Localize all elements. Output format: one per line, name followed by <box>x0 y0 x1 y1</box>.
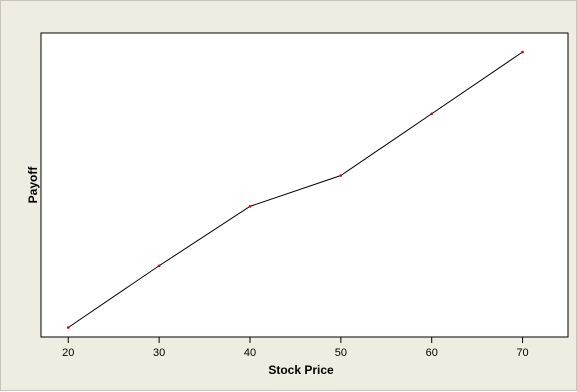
data-point-30 <box>157 264 161 268</box>
y-axis-title: Payoff <box>26 166 40 204</box>
x-axis-title: Stock Price <box>268 363 334 377</box>
data-point-60 <box>430 112 434 116</box>
data-point-40 <box>248 205 252 208</box>
x-tick-label-70: 70 <box>516 347 528 359</box>
plot-area <box>40 32 569 338</box>
x-tick-label-40: 40 <box>244 347 256 359</box>
x-tick-label-60: 60 <box>426 347 438 359</box>
series-line-0 <box>67 51 523 328</box>
series-layer <box>66 50 524 329</box>
data-point-20 <box>66 326 70 329</box>
x-axis: 20 30 40 50 60 70 <box>62 337 529 359</box>
x-tick-label-20: 20 <box>62 347 74 359</box>
data-point-50 <box>339 174 343 177</box>
x-tick-label-30: 30 <box>153 347 165 359</box>
data-point-70 <box>521 50 524 54</box>
x-tick-label-50: 50 <box>335 347 347 359</box>
